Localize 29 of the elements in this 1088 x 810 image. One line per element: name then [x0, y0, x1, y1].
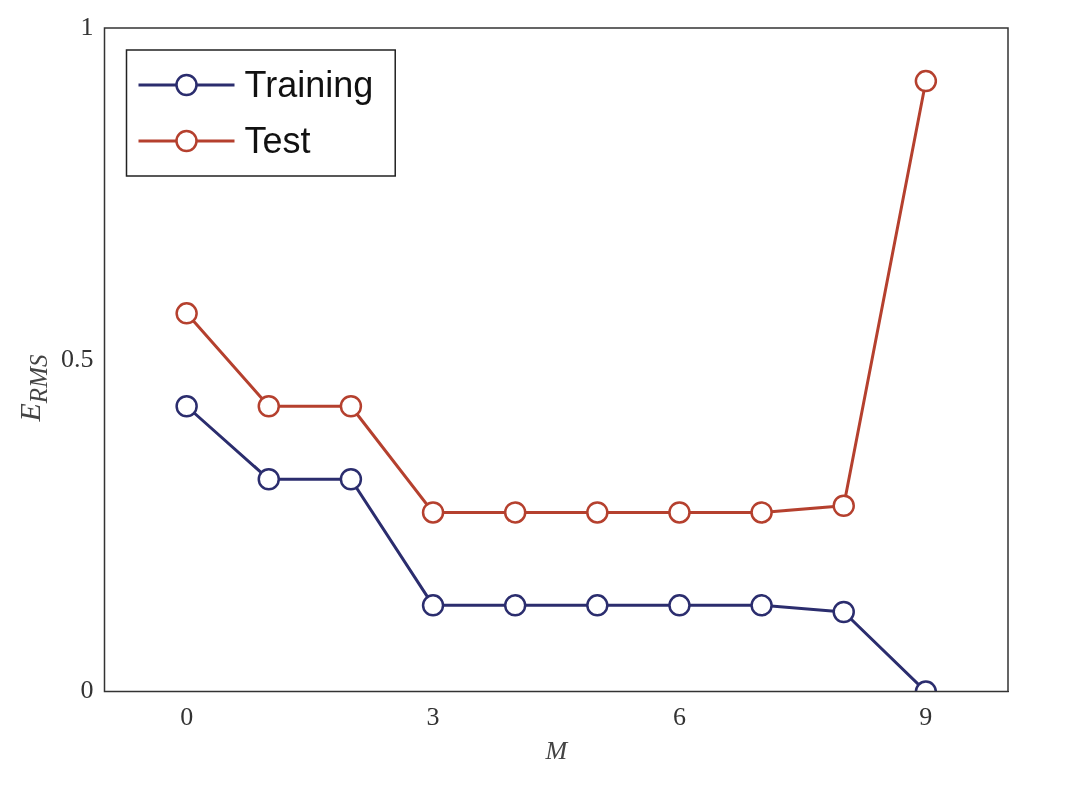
point — [503, 594, 527, 617]
x-tick-label: 6 — [672, 702, 686, 732]
point — [339, 395, 363, 418]
point — [175, 302, 198, 325]
point — [339, 468, 363, 491]
x-tick-label: 3 — [426, 702, 440, 732]
point — [257, 395, 281, 418]
x-tick-label: 9 — [919, 702, 933, 732]
point — [421, 501, 445, 524]
point — [586, 594, 609, 617]
point — [421, 594, 445, 617]
x-axis-title: M — [544, 736, 569, 766]
point — [832, 600, 855, 624]
y-tick-label: 1 — [80, 11, 94, 41]
point — [503, 501, 527, 524]
point — [750, 594, 773, 617]
x-tick-label: 0 — [180, 702, 194, 732]
point — [832, 494, 855, 518]
point — [668, 594, 691, 617]
point — [750, 501, 773, 524]
legend-label: Test — [244, 119, 311, 161]
point — [668, 501, 691, 524]
point — [586, 501, 609, 524]
point — [914, 69, 938, 93]
point — [175, 395, 198, 418]
y-tick-label: 0 — [80, 675, 94, 705]
point — [257, 468, 281, 491]
legend-label: Training — [244, 63, 374, 105]
y-tick-label: 0.5 — [61, 343, 94, 373]
